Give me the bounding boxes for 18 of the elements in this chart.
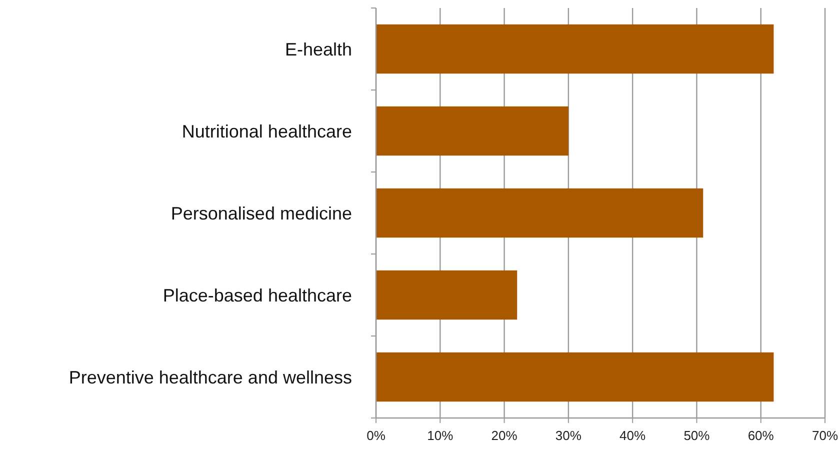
x-tick-label: 40% bbox=[620, 428, 646, 443]
bar bbox=[376, 106, 568, 156]
bar bbox=[376, 24, 774, 74]
y-tick-label: E-health bbox=[284, 39, 352, 60]
bar bbox=[376, 188, 704, 238]
y-tick-label: Personalised medicine bbox=[170, 203, 352, 224]
y-tick-label: Nutritional healthcare bbox=[182, 121, 352, 142]
x-tick-label: 0% bbox=[366, 428, 386, 443]
x-tick-label: 50% bbox=[684, 428, 710, 443]
x-tick-label: 20% bbox=[491, 428, 518, 443]
y-tick-label: Place-based healthcare bbox=[162, 285, 352, 306]
x-tick-label: 60% bbox=[748, 428, 774, 443]
x-tick-label: 70% bbox=[812, 428, 838, 443]
bar bbox=[376, 352, 774, 402]
x-tick-label: 30% bbox=[555, 428, 582, 443]
bar bbox=[376, 270, 518, 320]
x-tick-label: 10% bbox=[427, 428, 454, 443]
y-tick-label: Preventive healthcare and wellness bbox=[68, 367, 352, 388]
